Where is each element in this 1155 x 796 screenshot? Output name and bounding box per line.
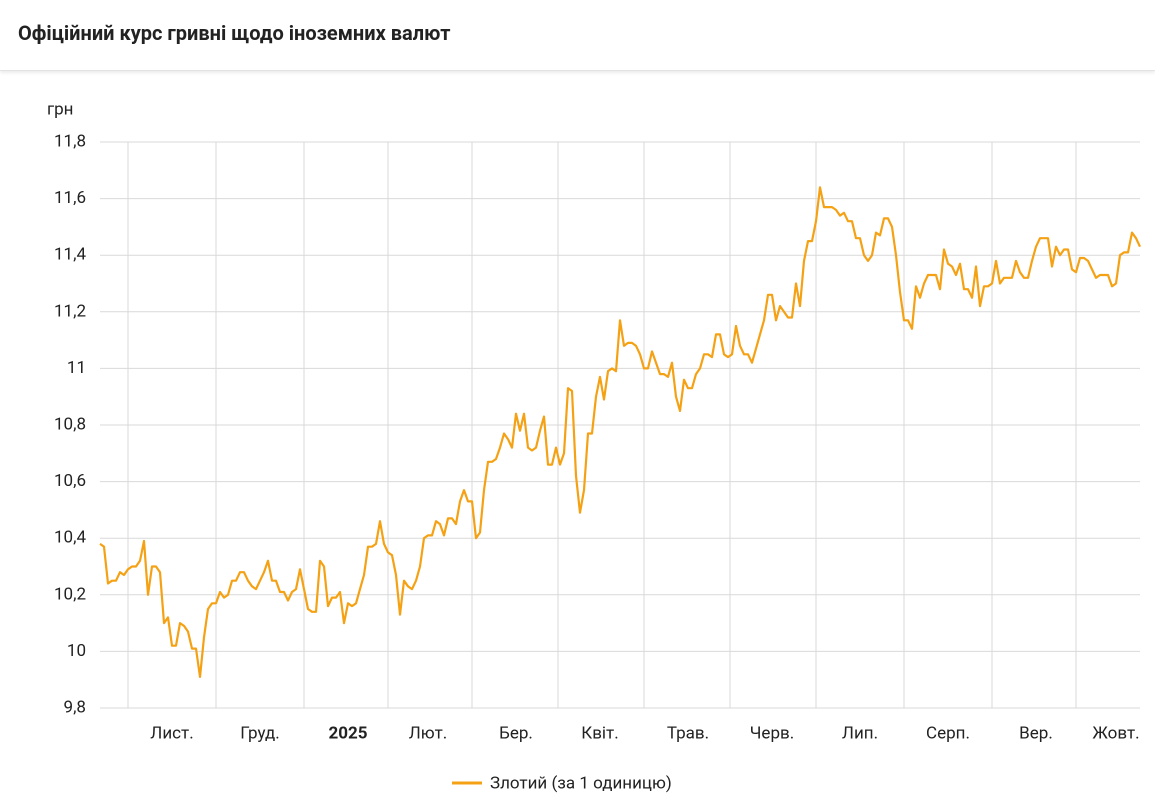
y-tick-label: 11 bbox=[67, 358, 86, 378]
x-tick-label: Квіт. bbox=[581, 723, 618, 743]
x-tick-label: Вер. bbox=[1019, 723, 1053, 743]
y-tick-label: 11,4 bbox=[54, 245, 86, 265]
header: Офіційний курс гривні щодо іноземних вал… bbox=[0, 0, 1155, 71]
y-tick-label: 10,4 bbox=[54, 528, 86, 548]
legend-label: Злотий (за 1 одиницю) bbox=[490, 773, 672, 793]
x-tick-label: Груд. bbox=[240, 723, 280, 743]
x-tick-label: Черв. bbox=[750, 723, 794, 743]
y-tick-label: 10,8 bbox=[54, 414, 86, 434]
x-tick-label: 2025 bbox=[328, 723, 367, 743]
x-tick-label: Лют. bbox=[409, 723, 448, 743]
x-tick-label: Лип. bbox=[842, 723, 878, 743]
y-tick-label: 10,6 bbox=[54, 471, 86, 491]
page-title: Офіційний курс гривні щодо іноземних вал… bbox=[18, 21, 451, 45]
y-axis-label: грн bbox=[47, 99, 74, 119]
x-tick-label: Бер. bbox=[499, 723, 533, 743]
series-line bbox=[99, 186, 1141, 678]
y-tick-label: 11,8 bbox=[54, 131, 86, 151]
x-tick-label: Лист. bbox=[150, 723, 193, 743]
y-tick-label: 11,2 bbox=[54, 301, 86, 321]
y-tick-label: 11,6 bbox=[54, 188, 86, 208]
x-tick-label: Трав. bbox=[667, 723, 709, 743]
x-tick-label: Серп. bbox=[926, 723, 970, 743]
y-tick-label: 10,2 bbox=[54, 584, 86, 604]
y-tick-label: 9,8 bbox=[64, 697, 86, 717]
x-tick-label: Жовт. bbox=[1092, 723, 1139, 743]
y-tick-label: 10 bbox=[67, 641, 86, 661]
